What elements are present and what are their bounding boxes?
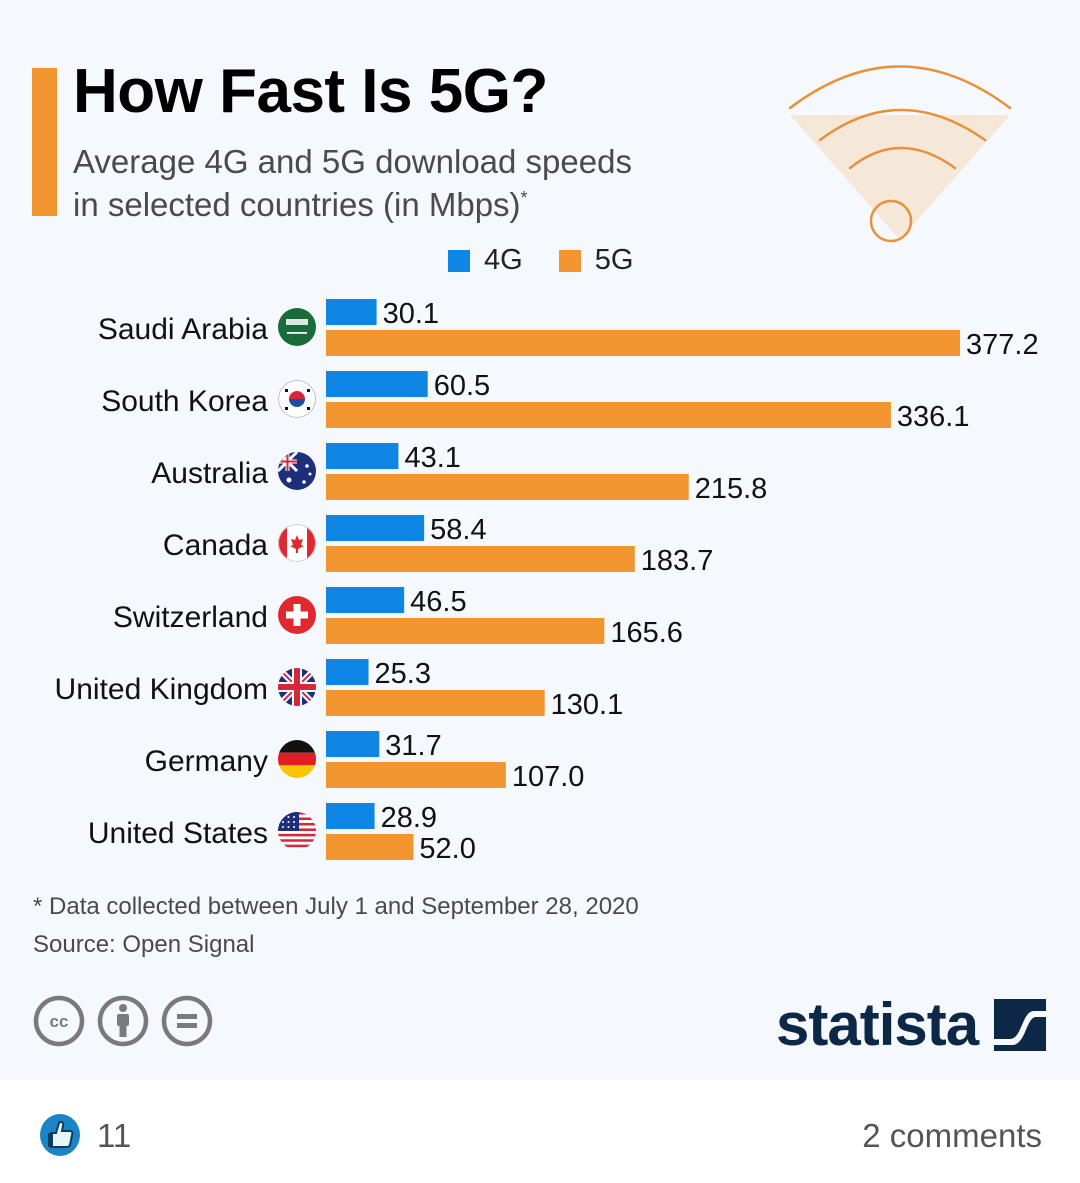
canada-flag-icon (278, 524, 316, 562)
category-label: United States (88, 817, 268, 850)
bar-5g (326, 690, 545, 716)
data-label-5g: 215.8 (695, 473, 768, 505)
legend-label-4g: 4G (484, 244, 523, 276)
social-bar (0, 1080, 1080, 1183)
comments-link[interactable]: 2 comments (862, 1117, 1042, 1154)
australia-flag-icon (278, 452, 316, 490)
bar-5g (326, 402, 891, 428)
subtitle-line-2: in selected countries (in Mbps)* (73, 183, 632, 226)
subtitle: Average 4G and 5G download speeds in sel… (73, 140, 632, 226)
data-label-5g: 336.1 (897, 401, 970, 433)
data-label-5g: 183.7 (641, 545, 714, 577)
bar-4g (326, 371, 428, 397)
category-label: South Korea (101, 385, 268, 418)
bar-4g (326, 587, 405, 613)
south-korea-flag-icon (278, 380, 316, 418)
chart-legend: 4G 5G (448, 244, 669, 277)
data-label-4g: 30.1 (383, 298, 439, 330)
bar-5g (326, 762, 506, 788)
data-label-4g: 46.5 (410, 586, 466, 618)
data-label-4g: 58.4 (430, 514, 486, 546)
category-label: Switzerland (113, 601, 268, 634)
data-label-5g: 130.1 (551, 689, 624, 721)
bar-4g (326, 659, 369, 685)
bar-5g (326, 618, 605, 644)
cc-icon[interactable]: cc (33, 995, 85, 1047)
data-label-4g: 60.5 (434, 370, 490, 402)
united-states-flag-icon (278, 812, 316, 850)
infographic-card: How Fast Is 5G? Average 4G and 5G downlo… (32, 57, 1047, 1059)
bar-4g (326, 299, 377, 325)
bar-4g (326, 803, 375, 829)
subtitle-line-1: Average 4G and 5G download speeds (73, 143, 632, 180)
data-label-4g: 28.9 (381, 802, 437, 834)
thumbs-up-icon[interactable] (39, 1113, 81, 1157)
switzerland-flag-icon (278, 596, 316, 634)
category-label: United Kingdom (55, 673, 268, 706)
bar-5g (326, 546, 635, 572)
data-label-5g: 52.0 (419, 833, 475, 865)
subtitle-line-2-text: in selected countries (in Mbps) (73, 186, 521, 223)
category-label: Germany (145, 745, 268, 778)
germany-flag-icon (278, 740, 316, 778)
category-label: Australia (151, 457, 268, 490)
bar-4g (326, 443, 399, 469)
data-label-4g: 43.1 (404, 442, 460, 474)
wifi-signal-icon (788, 65, 1012, 243)
license-icons: cc (33, 995, 225, 1047)
legend-swatch-5g (558, 249, 581, 272)
legend-swatch-4g (448, 249, 470, 272)
bar-5g (326, 330, 960, 356)
bar-5g (326, 834, 414, 860)
attribution-icon[interactable] (97, 995, 149, 1047)
data-label-4g: 31.7 (385, 730, 441, 762)
saudi-arabia-flag-icon (278, 308, 316, 346)
data-label-5g: 165.6 (610, 617, 683, 649)
legend-item-5g: 5G (558, 244, 634, 277)
bar-4g (326, 515, 425, 541)
title-accent-bar (32, 68, 57, 216)
data-label-4g: 25.3 (375, 658, 431, 690)
footnote: * Data collected between July 1 and Sept… (33, 893, 639, 920)
legend-item-4g: 4G (448, 244, 523, 277)
data-label-5g: 107.0 (512, 761, 585, 793)
logo-text: statista (776, 991, 979, 1058)
statista-logo[interactable]: statista (776, 990, 1047, 1059)
data-label-5g: 377.2 (966, 329, 1039, 361)
svg-text:cc: cc (50, 1012, 69, 1031)
no-derivatives-icon[interactable] (161, 995, 213, 1047)
legend-label-5g: 5G (594, 244, 634, 276)
source-text: Source: Open Signal (33, 931, 255, 958)
subtitle-asterisk: * (520, 188, 528, 208)
category-label: Saudi Arabia (98, 313, 268, 346)
bar-5g (326, 474, 689, 500)
category-label: Canada (163, 529, 268, 562)
bar-chart: Saudi Arabia 30.1 377.2 South Korea 60.5 336.… (55, 298, 1039, 865)
like-count[interactable]: 11 (97, 1117, 132, 1154)
page-title: How Fast Is 5G? (73, 57, 548, 126)
united-kingdom-flag-icon (278, 668, 316, 706)
bar-4g (326, 731, 380, 757)
statista-logo-mark-icon (994, 998, 1047, 1051)
